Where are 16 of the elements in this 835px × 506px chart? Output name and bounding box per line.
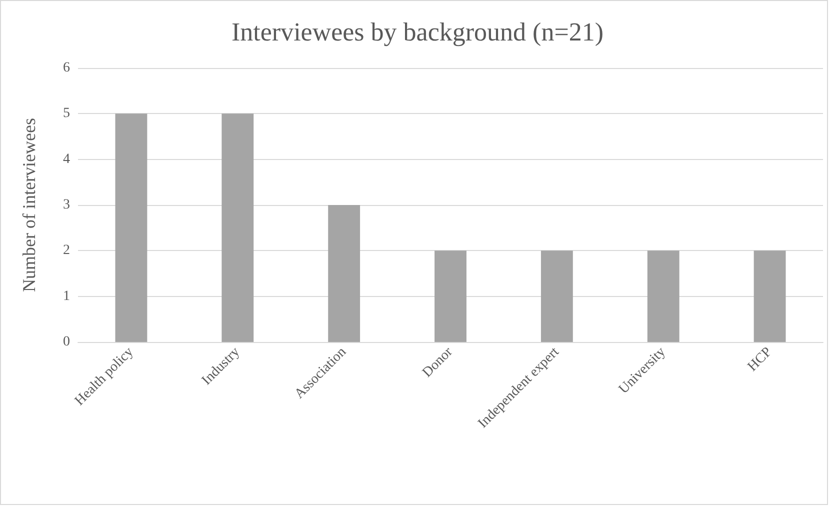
chart-title: Interviewees by background (n=21) xyxy=(231,18,604,46)
y-tick-label: 1 xyxy=(63,288,70,304)
y-tick-label: 3 xyxy=(63,198,70,212)
bar xyxy=(754,250,786,342)
y-tick-label: 2 xyxy=(63,243,70,258)
y-axis-title: Number of interviewees xyxy=(19,118,39,292)
bar xyxy=(328,205,360,342)
y-tick-label: 6 xyxy=(63,60,70,76)
bar xyxy=(647,250,680,342)
bar xyxy=(222,114,254,342)
y-tick-label: 5 xyxy=(63,106,70,122)
bar xyxy=(115,114,148,342)
bar xyxy=(434,250,466,342)
bar xyxy=(540,250,573,342)
y-tick-label: 0 xyxy=(63,334,70,350)
y-tick-label: 4 xyxy=(63,152,70,167)
